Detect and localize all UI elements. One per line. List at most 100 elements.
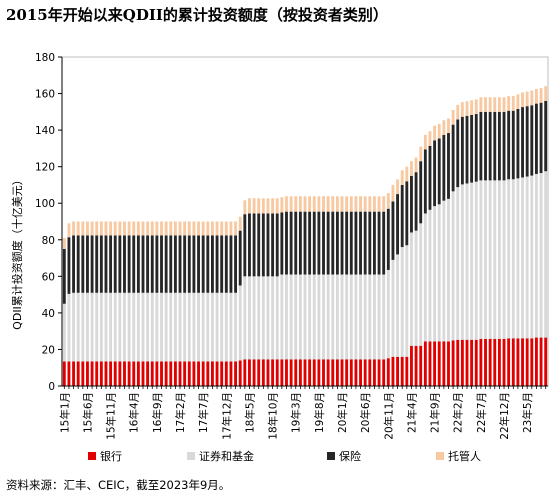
- bar-segment-s2: [169, 235, 173, 293]
- bar-segment-s1: [187, 292, 191, 362]
- bar-segment-s3: [451, 110, 455, 125]
- bar-segment-s1: [335, 274, 339, 360]
- bar-segment-s3: [359, 196, 362, 212]
- bar-segment-s3: [201, 221, 205, 236]
- legend-swatch: [88, 452, 96, 460]
- bar-segment-s0: [539, 337, 543, 386]
- bar-segment-s0: [488, 338, 492, 386]
- x-tick-label: 16年9月: [151, 392, 164, 433]
- bar-segment-s0: [294, 359, 298, 386]
- bar-segment-s2: [382, 211, 386, 275]
- bar-segment-s0: [229, 361, 233, 386]
- bar-segment-s0: [447, 341, 450, 386]
- bar-segment-s3: [340, 196, 344, 212]
- bar-segment-s2: [280, 212, 284, 275]
- bar-segment-s2: [210, 235, 214, 293]
- bar-segment-s2: [266, 213, 270, 277]
- bar-segment-s0: [118, 361, 122, 386]
- bar-segment-s1: [81, 292, 85, 362]
- bar-segment-s2: [252, 213, 256, 277]
- bar-segment-s1: [340, 274, 344, 360]
- bar-segment-s1: [544, 171, 548, 338]
- bar-segment-s2: [511, 110, 515, 180]
- bar-segment-s2: [340, 211, 344, 275]
- bar-segment-s1: [164, 292, 168, 362]
- bar-segment-s3: [423, 134, 427, 150]
- bar-segment-s1: [136, 292, 140, 362]
- bar-segment-s3: [164, 221, 168, 236]
- bar-segment-s0: [285, 359, 288, 386]
- bar-segment-s3: [146, 221, 150, 236]
- bar-segment-s3: [331, 196, 335, 212]
- bar-segment-s3: [72, 221, 76, 236]
- bar-segment-s1: [127, 292, 131, 362]
- bar-segment-s3: [433, 125, 437, 141]
- bar-segment-s3: [183, 221, 187, 236]
- bar-segment-s0: [423, 341, 427, 386]
- bar-segment-s0: [86, 361, 89, 386]
- bar-segment-s0: [206, 361, 210, 386]
- bar-segment-s0: [507, 338, 511, 386]
- bar-segment-s0: [525, 338, 529, 386]
- bar-segment-s3: [484, 97, 487, 112]
- bar-segment-s1: [298, 274, 302, 360]
- bar-segment-s3: [349, 196, 353, 212]
- bar-segment-s0: [340, 359, 344, 386]
- x-tick-label: 21年4月: [406, 392, 419, 433]
- bar-segment-s2: [72, 235, 76, 293]
- bar-segment-s1: [206, 292, 210, 362]
- bar-segment-s3: [76, 221, 80, 236]
- bar-segment-s2: [428, 145, 432, 210]
- bar-segment-s3: [261, 198, 265, 214]
- bar-segment-s0: [169, 361, 173, 386]
- bar-segment-s0: [442, 341, 446, 386]
- bar-segment-s3: [109, 221, 113, 236]
- bar-segment-s0: [252, 359, 256, 386]
- bar-segment-s1: [62, 303, 66, 362]
- bar-segment-s2: [136, 235, 140, 293]
- bar-segment-s3: [386, 193, 390, 209]
- bar-segment-s3: [400, 170, 404, 185]
- bar-segment-s1: [386, 269, 390, 359]
- x-tick-label: 18年10月: [267, 392, 280, 440]
- bar-segment-s3: [67, 223, 71, 238]
- x-tick-label: 17年12月: [220, 392, 233, 440]
- bar-segment-s1: [507, 179, 511, 339]
- bar-segment-s1: [210, 292, 214, 362]
- bar-segment-s1: [234, 292, 238, 362]
- bar-segment-s0: [146, 361, 150, 386]
- bar-segment-s0: [372, 359, 376, 386]
- bar-segment-s0: [81, 361, 85, 386]
- x-tick-label: 15年11月: [105, 392, 118, 440]
- bar-segment-s2: [90, 235, 94, 293]
- bar-segment-s1: [248, 276, 251, 360]
- bar-segment-s3: [275, 198, 279, 214]
- bar-segment-s3: [90, 221, 94, 236]
- x-tick-label: 20年6月: [359, 392, 372, 433]
- bar-segment-s0: [516, 338, 520, 386]
- bar-segment-s0: [238, 360, 242, 386]
- bar-segment-s1: [303, 274, 307, 360]
- bar-segment-s2: [298, 211, 302, 275]
- bar-segment-s2: [372, 211, 376, 275]
- bar-segment-s2: [229, 235, 233, 293]
- bar-segment-s2: [474, 114, 478, 182]
- bar-segment-s1: [312, 274, 316, 360]
- bar-segment-s2: [377, 211, 381, 275]
- bar-segment-s1: [67, 293, 71, 362]
- bar-segment-s0: [280, 359, 284, 386]
- bar-segment-s2: [187, 235, 191, 293]
- bar-segment-s2: [271, 213, 275, 277]
- bar-segment-s0: [104, 361, 108, 386]
- bar-segment-s0: [326, 359, 330, 386]
- bar-segment-s2: [109, 235, 113, 293]
- plot-area: 0 20 40 60 80 100 120 140 160 180 15年1月 15年6月 15年11月…: [35, 52, 549, 440]
- bar-segment-s3: [192, 221, 196, 236]
- bar-segment-s2: [368, 211, 372, 275]
- bar-segment-s1: [433, 206, 437, 342]
- bar-segment-s1: [414, 230, 418, 346]
- bar-segment-s1: [460, 184, 464, 340]
- bar-segment-s3: [220, 221, 224, 236]
- bar-segment-s0: [382, 359, 386, 386]
- bar-segment-s0: [544, 337, 548, 386]
